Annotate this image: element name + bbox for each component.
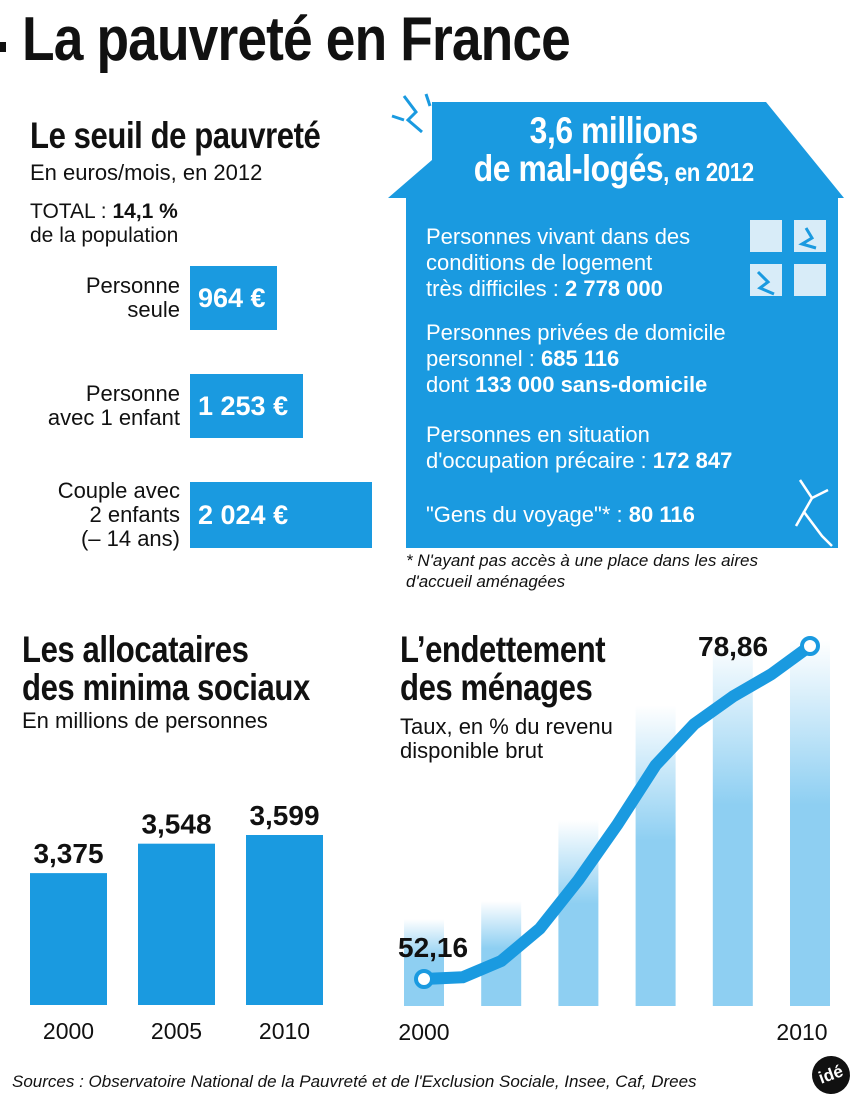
seuil-bar: 1 253 € (190, 374, 303, 438)
total-prefix: TOTAL : (30, 200, 113, 223)
seuil-category-line: 2 enfants (89, 502, 180, 527)
allocataires-heading-1: Les allocataires (22, 629, 249, 670)
allocataires-bar (138, 843, 215, 1005)
footnote-line2: d'accueil aménagées (406, 572, 566, 591)
item2-value: 685 116 (540, 346, 620, 371)
seuil-total-line2: de la population (30, 224, 179, 247)
allocataires-bar (30, 873, 107, 1005)
seuil-category-line: Personne (85, 381, 180, 406)
sources: Sources : Observatoire National de la Pa… (12, 1072, 697, 1091)
seuil-category-line: seule (127, 297, 180, 322)
mal-loges-item-3: Personnes en situation d'occupation préc… (426, 422, 732, 474)
endettement-x-tick: 2000 (398, 1019, 449, 1045)
item4-value: 80 116 (628, 502, 695, 527)
seuil-category-label: Personne avec 1 enfant (48, 382, 180, 430)
seuil-value-label: 964 € (198, 282, 266, 313)
seuil-category-label: Couple avec 2 enfants (– 14 ans) (58, 479, 180, 551)
endettement-series-line (418, 640, 816, 985)
mal-loges-headline: 3,6 millions (386, 112, 842, 150)
seuil-category-line: (– 14 ans) (80, 526, 180, 551)
item1-line2: conditions de logement (426, 250, 653, 275)
item1-line1: Personnes vivant dans des (426, 224, 691, 249)
endettement-background-bar (404, 919, 444, 1006)
item2-value2: 133 000 sans-domicile (474, 372, 708, 397)
broken-window-icon (750, 220, 826, 296)
allocataires-x-tick: 2010 (259, 1018, 310, 1044)
item3-line2: d'occupation précaire : 172 847 (426, 448, 732, 474)
item2-line1: Personnes privées de domicile (426, 320, 726, 345)
endettement-heading-2: des ménages (400, 667, 593, 708)
item3-line1: Personnes en situation (426, 422, 650, 447)
item1-line3: très difficiles : 2 778 000 (426, 276, 690, 302)
mal-loges-item-1: Personnes vivant dans des conditions de … (426, 224, 690, 302)
endettement-background-bar (558, 819, 599, 1006)
item1-value: 2 778 000 (564, 276, 663, 301)
endettement-heading-1: L’endettement (400, 629, 606, 670)
endettement-subtitle-2: disponible brut (400, 738, 544, 763)
allocataires-value-label: 3,375 (33, 838, 103, 869)
seuil-total: TOTAL : 14,1 % (30, 199, 178, 224)
allocataires-x-tick: 2000 (43, 1018, 94, 1044)
allocataires-heading-2: des minima sociaux (22, 667, 310, 708)
endettement-point (414, 969, 434, 989)
house-body (388, 102, 844, 548)
endettement-chart: 52,16 78,86 2000 2010 (398, 631, 830, 1045)
endettement-subtitle-1: Taux, en % du revenu (400, 714, 613, 739)
mal-loges-item-2: Personnes privées de domicile personnel … (426, 320, 726, 398)
seuil-chart: Personne seule 964 € Personne avec 1 enfant 1… (0, 250, 390, 560)
endettement-last-value-label: 78,86 (698, 631, 768, 662)
footnote-line1: * N'ayant pas accès à une place dans les… (406, 551, 758, 570)
mal-loges-footnote: * N'ayant pas accès à une place dans les… (406, 550, 758, 592)
item3-value: 172 847 (652, 448, 733, 473)
item4-prefix: "Gens du voyage"* : (426, 502, 629, 527)
item2-line2: personnel : 685 116 (426, 346, 726, 372)
seuil-value-label: 1 253 € (198, 390, 289, 421)
title-mark (0, 42, 6, 52)
mal-loges-headline-1: 3,6 millions (529, 110, 699, 151)
seuil-category-line: avec 1 enfant (47, 405, 180, 430)
seuil-category-label: Personne seule (86, 274, 180, 322)
allocataires-x-tick: 2005 (151, 1018, 202, 1044)
allocataires-subtitle: En millions de personnes (22, 708, 268, 733)
page-title: La pauvreté en France (22, 5, 571, 74)
seuil-heading: Le seuil de pauvreté (30, 115, 321, 156)
allocataires-value-label: 3,548 (141, 809, 211, 840)
endettement-first-value-label: 52,16 (398, 932, 468, 963)
endettement-point (800, 636, 820, 656)
total-value: 14,1 % (112, 200, 178, 223)
allocataires-value-label: 3,599 (249, 800, 319, 831)
allocataires-chart: 3,375 2000 3,548 2005 3,599 2010 (30, 800, 323, 1044)
seuil-category-line: Personne (85, 273, 180, 298)
wall-crack-icon (794, 479, 833, 547)
endettement-x-tick: 2010 (776, 1019, 827, 1045)
item2-prefix2: dont (426, 372, 475, 397)
chimney-crack-icon (391, 93, 432, 134)
mal-loges-headline-suffix: , en 2012 (663, 157, 754, 187)
house-illustration (388, 93, 844, 548)
item1-prefix: très difficiles : (426, 276, 565, 301)
item3-prefix: d'occupation précaire : (426, 448, 653, 473)
seuil-category-line: Couple avec (57, 478, 180, 503)
mal-loges-item-4: "Gens du voyage"* : 80 116 (426, 502, 695, 528)
seuil-subtitle: En euros/mois, en 2012 (30, 160, 263, 185)
mal-loges-headline-2-wrap: de mal-logés, en 2012 (474, 150, 754, 191)
item2-prefix: personnel : (426, 346, 541, 371)
seuil-bar: 2 024 € (190, 482, 372, 548)
mal-loges-headline-2: de mal-logés (474, 148, 664, 189)
seuil-value-label: 2 024 € (198, 499, 289, 530)
endettement-background-bar (790, 640, 830, 1006)
allocataires-bar (246, 835, 323, 1005)
mal-loges-headline-2-row: de mal-logés, en 2012 (386, 150, 842, 191)
seuil-bar: 964 € (190, 266, 277, 330)
item2-line3: dont 133 000 sans-domicile (426, 372, 726, 398)
